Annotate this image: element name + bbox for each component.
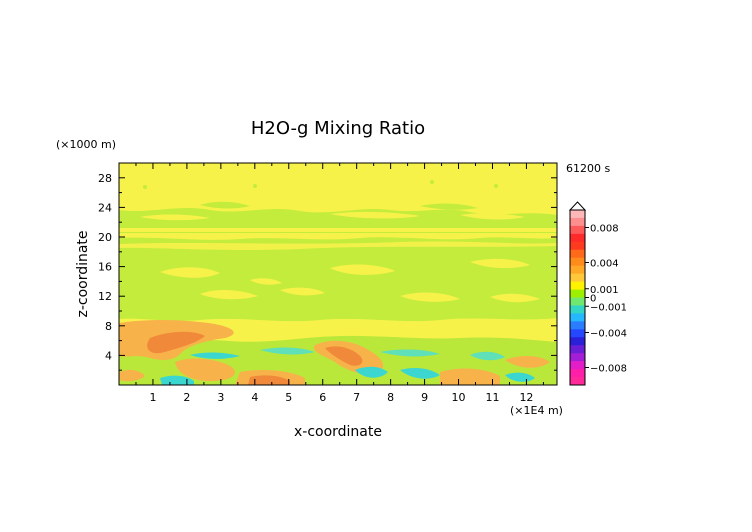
colorbar-label: 0.004 (590, 259, 619, 270)
colorbar-label: −0.008 (590, 364, 627, 375)
colorbar-segment (570, 329, 585, 338)
orange-plumes (119, 320, 550, 385)
colorbar-segment (570, 297, 585, 306)
colorbar (568, 201, 587, 386)
x-tick-label: 4 (251, 391, 258, 404)
x-axis-label: x-coordinate (294, 424, 382, 440)
colorbar-segment (570, 377, 585, 386)
x-tick-label: 6 (319, 391, 326, 404)
x-tick-label: 9 (421, 391, 428, 404)
y-tick-label: 28 (98, 172, 112, 185)
x-tick-label: 3 (217, 391, 224, 404)
colorbar-label: −0.004 (590, 329, 627, 340)
colorbar-label: 0 (590, 294, 596, 305)
y-tick-label: 24 (98, 201, 112, 214)
x-tick-label: 11 (485, 391, 499, 404)
colorbar-segment (570, 233, 585, 243)
y-axis-label: z-coordinate (75, 230, 91, 317)
colorbar-segment (570, 225, 585, 235)
y-tick-label: 20 (98, 231, 112, 244)
colorbar-segment (570, 210, 585, 219)
mid-green-band (119, 237, 557, 322)
colorbar-segment (570, 361, 585, 370)
colorbar-segment (570, 305, 585, 314)
plot-frame (118, 162, 558, 386)
colorbar-label: 0.001 (590, 285, 619, 296)
colorbar-segment (570, 265, 585, 275)
colorbar-segment (570, 289, 585, 298)
x-axis: 1 2 3 4 5 6 7 8 9 10 11 12 (135, 163, 544, 404)
y-axis: 4 8 12 16 20 24 28 (98, 172, 557, 371)
upper-green-band (119, 201, 557, 233)
colorbar-extend-arrow (568, 201, 587, 211)
colorbar-segment (570, 249, 585, 259)
x-tick-label: 7 (353, 391, 360, 404)
colorbar-segment (570, 321, 585, 330)
time-label: 61200 s (566, 162, 610, 175)
colorbar-segment (570, 217, 585, 227)
x-tick-label: 2 (183, 391, 190, 404)
x-unit-label: (×1E4 m) (510, 404, 563, 417)
y-unit-label: (×1000 m) (56, 138, 116, 151)
colorbar-segment (570, 353, 585, 362)
colorbar-segment (570, 345, 585, 354)
x-tick-label: 12 (519, 391, 533, 404)
upper-specks (143, 180, 498, 189)
colorbar-segment (570, 281, 585, 291)
colorbar-segment (570, 337, 585, 346)
chart-title: H2O-g Mixing Ratio (251, 118, 425, 139)
colorbar-segment (570, 313, 585, 322)
y-tick-label: 4 (105, 349, 112, 362)
x-tick-label: 1 (149, 391, 156, 404)
x-tick-label: 10 (452, 391, 466, 404)
colorbar-segment (570, 241, 585, 251)
cyan-patches (160, 347, 535, 385)
colorbar-segment (570, 369, 585, 378)
y-tick-label: 16 (98, 261, 112, 274)
x-tick-label: 8 (387, 391, 394, 404)
plot-area (119, 163, 557, 385)
colorbar-label: −0.001 (590, 302, 627, 313)
x-tick-label: 5 (285, 391, 292, 404)
colorbar-segment (570, 273, 585, 283)
y-tick-label: 8 (105, 320, 112, 333)
colorbar-label: 0.008 (590, 224, 619, 235)
y-tick-label: 12 (98, 290, 112, 303)
colorbar-segment (570, 257, 585, 267)
